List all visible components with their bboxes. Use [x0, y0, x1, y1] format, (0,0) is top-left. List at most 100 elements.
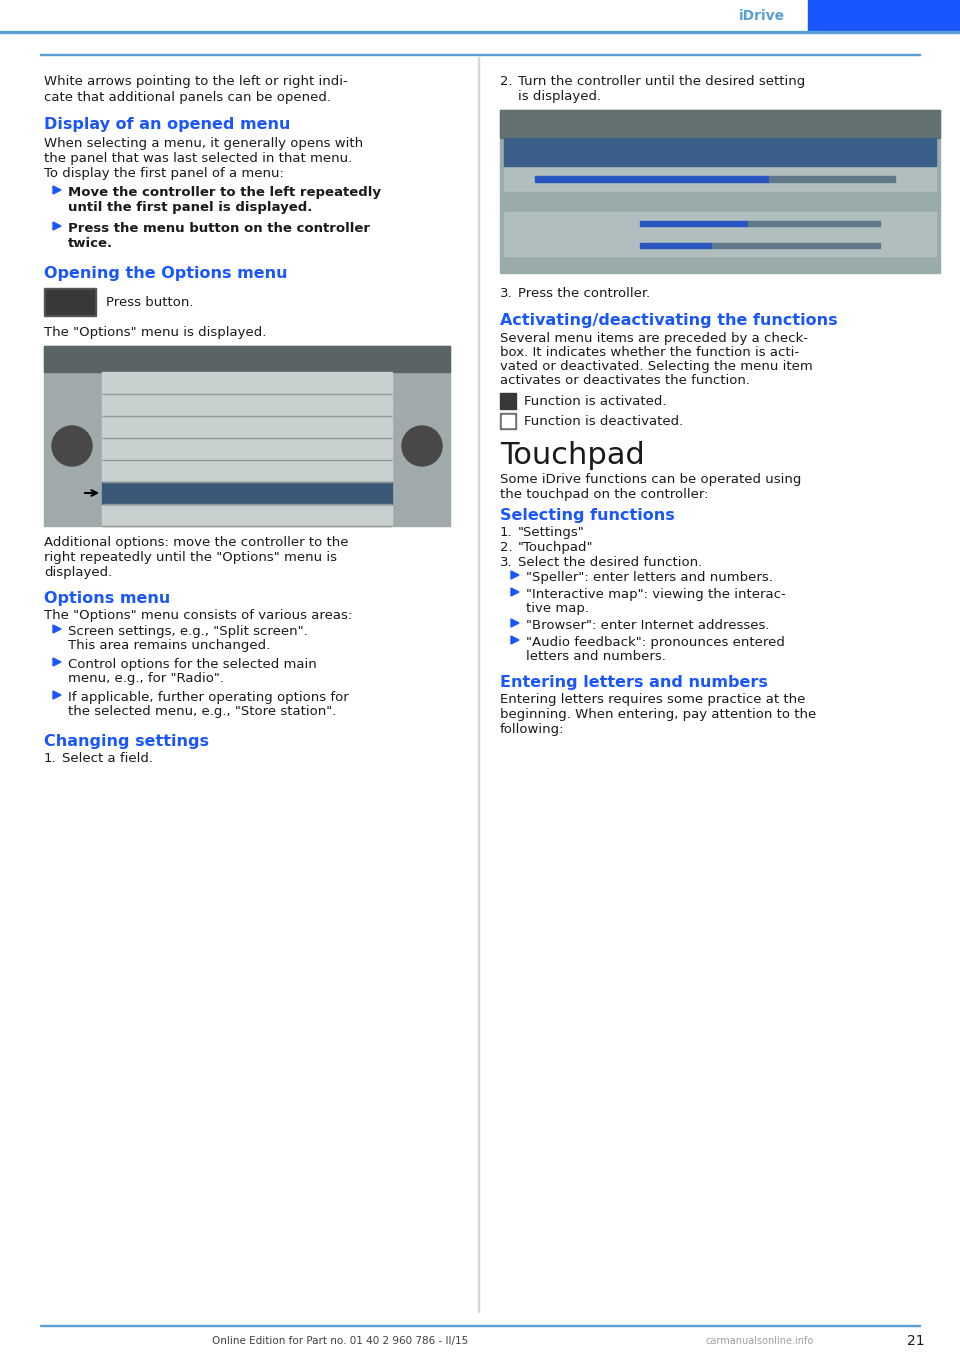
- Text: Function is deactivated.: Function is deactivated.: [524, 415, 684, 428]
- Text: carmanualsonline.info: carmanualsonline.info: [706, 1336, 814, 1346]
- Bar: [500, 110, 940, 272]
- Text: ◄: ◄: [66, 439, 78, 454]
- Polygon shape: [53, 691, 61, 699]
- Text: -: -: [623, 237, 629, 252]
- Text: +: +: [912, 237, 924, 252]
- Text: Entering letters and numbers: Entering letters and numbers: [500, 676, 768, 691]
- Text: "Interactive map": viewing the interac-: "Interactive map": viewing the interac-: [526, 588, 785, 601]
- Text: Touchpad: Touchpad: [500, 441, 645, 470]
- Text: vated or deactivated. Selecting the menu item: vated or deactivated. Selecting the menu…: [500, 360, 813, 373]
- Text: Press the controller.: Press the controller.: [518, 287, 650, 300]
- Text: Function is activated.: Function is activated.: [524, 395, 666, 409]
- Bar: [500, 110, 940, 138]
- Text: OPTION: OPTION: [52, 297, 88, 306]
- Text: □  RDS: □ RDS: [110, 488, 151, 498]
- Bar: [640, 221, 748, 226]
- Bar: [0, 31, 960, 33]
- Text: Display Owner's Manual: Display Owner's Manual: [110, 444, 244, 454]
- Text: The "Options" menu is displayed.: The "Options" menu is displayed.: [44, 326, 266, 339]
- Polygon shape: [511, 588, 519, 597]
- Text: When selecting a menu, it generally opens with: When selecting a menu, it generally open…: [44, 138, 363, 150]
- Text: ►: ►: [417, 439, 427, 454]
- Text: 3.: 3.: [500, 556, 513, 569]
- Text: 3.: 3.: [500, 287, 513, 300]
- Text: 2.: 2.: [500, 541, 513, 554]
- Bar: [46, 290, 94, 315]
- Bar: [502, 415, 514, 428]
- Text: iDrive: iDrive: [739, 10, 785, 23]
- Text: □  HD Radio reception: □ HD Radio reception: [110, 466, 235, 475]
- Text: letters and numbers.: letters and numbers.: [526, 650, 666, 663]
- Text: -: -: [519, 170, 525, 188]
- Text: Radio: Radio: [110, 509, 141, 520]
- Text: The "Options" menu consists of various areas:: The "Options" menu consists of various a…: [44, 609, 352, 622]
- Text: Display of an opened menu: Display of an opened menu: [44, 117, 290, 132]
- Text: 21: 21: [907, 1333, 924, 1348]
- Polygon shape: [511, 571, 519, 579]
- Bar: [640, 242, 712, 248]
- Text: Turn off control display: Turn off control display: [110, 400, 237, 410]
- Text: "Speller": enter letters and numbers.: "Speller": enter letters and numbers.: [526, 571, 773, 584]
- Text: Selecting functions: Selecting functions: [500, 508, 675, 523]
- Polygon shape: [53, 625, 61, 633]
- Circle shape: [52, 426, 92, 466]
- Bar: [504, 212, 936, 234]
- Bar: [102, 482, 392, 504]
- Text: the panel that was last selected in that menu.: the panel that was last selected in that…: [44, 153, 352, 165]
- Text: ®  Volume settings: ® Volume settings: [660, 117, 780, 131]
- Text: Changing settings: Changing settings: [44, 734, 209, 749]
- Text: Additional options: move the controller to the: Additional options: move the controller …: [44, 537, 348, 549]
- Text: Press button.: Press button.: [106, 296, 194, 309]
- Text: activates or deactivates the function.: activates or deactivates the function.: [500, 375, 750, 387]
- Bar: [44, 346, 450, 372]
- Bar: [748, 221, 880, 226]
- Text: Entering letters requires some practice at the: Entering letters requires some practice …: [500, 693, 805, 706]
- Text: ✓  Split screen: ✓ Split screen: [110, 379, 202, 388]
- Text: "Browser": enter Internet addresses.: "Browser": enter Internet addresses.: [526, 618, 770, 632]
- Text: Activating/deactivating the functions: Activating/deactivating the functions: [500, 313, 838, 328]
- Text: +: +: [912, 215, 924, 230]
- Text: the selected menu, e.g., "Store station".: the selected menu, e.g., "Store station"…: [68, 706, 336, 718]
- Bar: [44, 287, 96, 316]
- Text: Speed volume: Speed volume: [514, 146, 604, 158]
- Text: PDC: PDC: [514, 217, 539, 230]
- Text: FM: FM: [110, 422, 126, 432]
- Text: Control options for the selected main: Control options for the selected main: [68, 658, 317, 671]
- Text: Screen settings, e.g., "Split screen".: Screen settings, e.g., "Split screen".: [68, 625, 308, 637]
- Text: menu, e.g., for "Radio".: menu, e.g., for "Radio".: [68, 671, 224, 685]
- Bar: [478, 57, 479, 1312]
- Circle shape: [402, 426, 442, 466]
- Text: following:: following:: [500, 723, 564, 735]
- Polygon shape: [53, 187, 61, 193]
- Bar: [504, 192, 936, 212]
- Text: Select the desired function.: Select the desired function.: [518, 556, 703, 569]
- Bar: [769, 176, 895, 183]
- Bar: [712, 242, 880, 248]
- Bar: [504, 138, 936, 166]
- Text: Several menu items are preceded by a check-: Several menu items are preceded by a che…: [500, 332, 808, 345]
- Text: Gong: Gong: [514, 238, 545, 252]
- Bar: [40, 1324, 920, 1327]
- Text: Turn the controller until the desired setting: Turn the controller until the desired se…: [518, 75, 805, 89]
- Text: Options menu: Options menu: [44, 591, 170, 606]
- Bar: [504, 166, 936, 192]
- Text: the touchpad on the controller:: the touchpad on the controller:: [500, 488, 708, 501]
- Text: Select a field.: Select a field.: [62, 752, 153, 765]
- Text: "Touchpad": "Touchpad": [518, 541, 593, 554]
- Polygon shape: [511, 618, 519, 627]
- Text: White arrows pointing to the left or right indi-: White arrows pointing to the left or rig…: [44, 75, 348, 89]
- Bar: [44, 346, 450, 526]
- Text: 2.: 2.: [500, 75, 513, 89]
- Text: -: -: [623, 215, 629, 230]
- Text: box. It indicates whether the function is acti-: box. It indicates whether the function i…: [500, 346, 799, 360]
- Text: At a glance: At a glance: [840, 10, 928, 23]
- Text: If applicable, further operating options for: If applicable, further operating options…: [68, 691, 348, 704]
- Text: +: +: [911, 170, 924, 188]
- Text: "Audio feedback": pronounces entered: "Audio feedback": pronounces entered: [526, 636, 785, 650]
- Text: right repeatedly until the "Options" menu is: right repeatedly until the "Options" men…: [44, 552, 337, 564]
- Bar: [40, 53, 920, 54]
- Polygon shape: [511, 636, 519, 644]
- Text: To display the first panel of a menu:: To display the first panel of a menu:: [44, 168, 284, 180]
- Text: beginning. When entering, pay attention to the: beginning. When entering, pay attention …: [500, 708, 816, 720]
- Polygon shape: [53, 658, 61, 666]
